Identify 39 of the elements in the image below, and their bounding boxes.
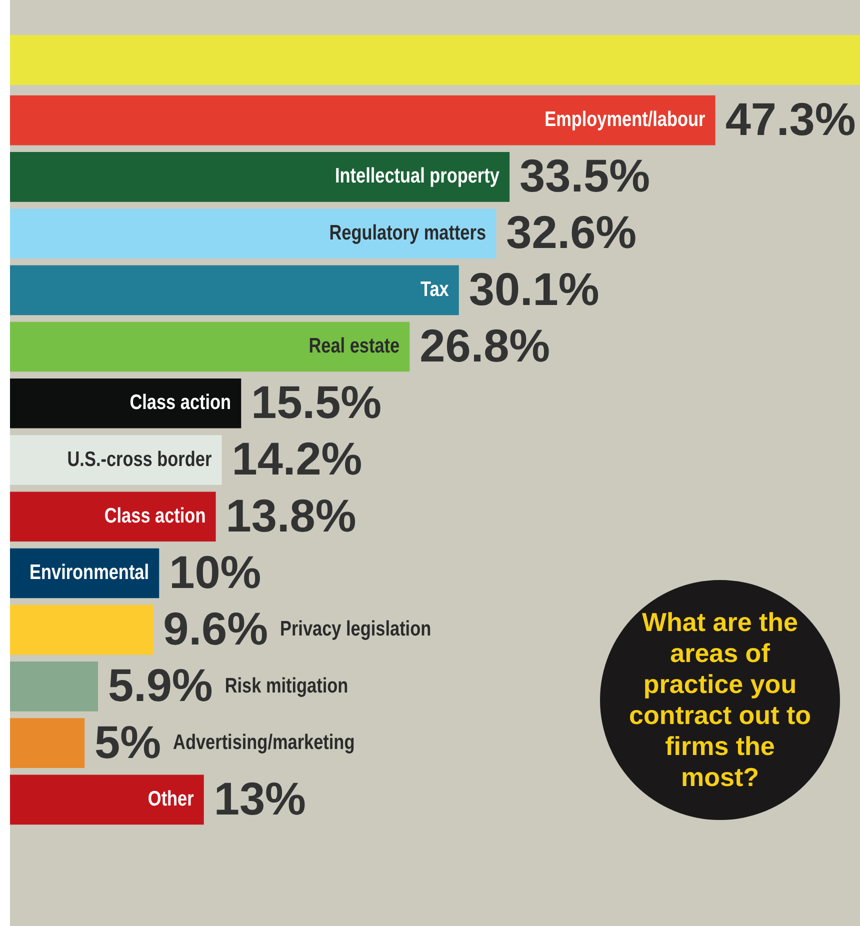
data-label: 5% bbox=[94, 716, 162, 768]
data-label: 13% bbox=[214, 772, 306, 824]
data-label: 5.9% bbox=[108, 659, 213, 712]
y-tick-label: Tax bbox=[420, 278, 450, 302]
y-tick-label: Class action bbox=[104, 504, 206, 528]
data-label: 32.6% bbox=[506, 206, 637, 258]
y-tick-label: Privacy legislation bbox=[280, 618, 432, 642]
y-tick-label: Intellectual property bbox=[334, 165, 500, 188]
data-label: 14.2% bbox=[232, 432, 362, 485]
data-label: 9.6% bbox=[163, 602, 268, 655]
y-tick-label: Real estate bbox=[308, 335, 400, 358]
bar bbox=[10, 492, 216, 542]
bar bbox=[10, 208, 496, 258]
data-label: 47.3% bbox=[725, 92, 856, 145]
bar bbox=[10, 435, 222, 485]
data-label: 26.8% bbox=[420, 319, 550, 372]
y-tick-label: U.S.-cross border bbox=[67, 448, 212, 472]
y-tick-label: Advertising/marketing bbox=[173, 731, 355, 754]
data-label: 33.5% bbox=[520, 150, 650, 202]
bar bbox=[10, 718, 85, 768]
data-label: 10% bbox=[169, 546, 262, 598]
bar bbox=[10, 152, 510, 202]
bar bbox=[10, 265, 459, 316]
bar bbox=[10, 774, 204, 825]
y-tick-label: Regulatory matters bbox=[329, 222, 486, 245]
bar bbox=[10, 95, 716, 146]
y-tick-label: Risk mitigation bbox=[224, 674, 348, 698]
y-tick-label: Employment/labour bbox=[544, 108, 706, 132]
y-tick-label: Other bbox=[148, 788, 194, 811]
text: What are the areas of practice you contract out to firms the most? bbox=[600, 580, 840, 820]
data-label: 15.5% bbox=[251, 376, 382, 428]
bar bbox=[10, 378, 242, 428]
bar bbox=[10, 322, 410, 372]
bar bbox=[10, 662, 98, 712]
y-tick-label: Class action bbox=[130, 392, 232, 415]
y-tick-label: Environmental bbox=[30, 562, 150, 584]
bar bbox=[10, 604, 154, 655]
data-label: 13.8% bbox=[226, 489, 356, 542]
data-label: 30.1% bbox=[468, 262, 600, 315]
